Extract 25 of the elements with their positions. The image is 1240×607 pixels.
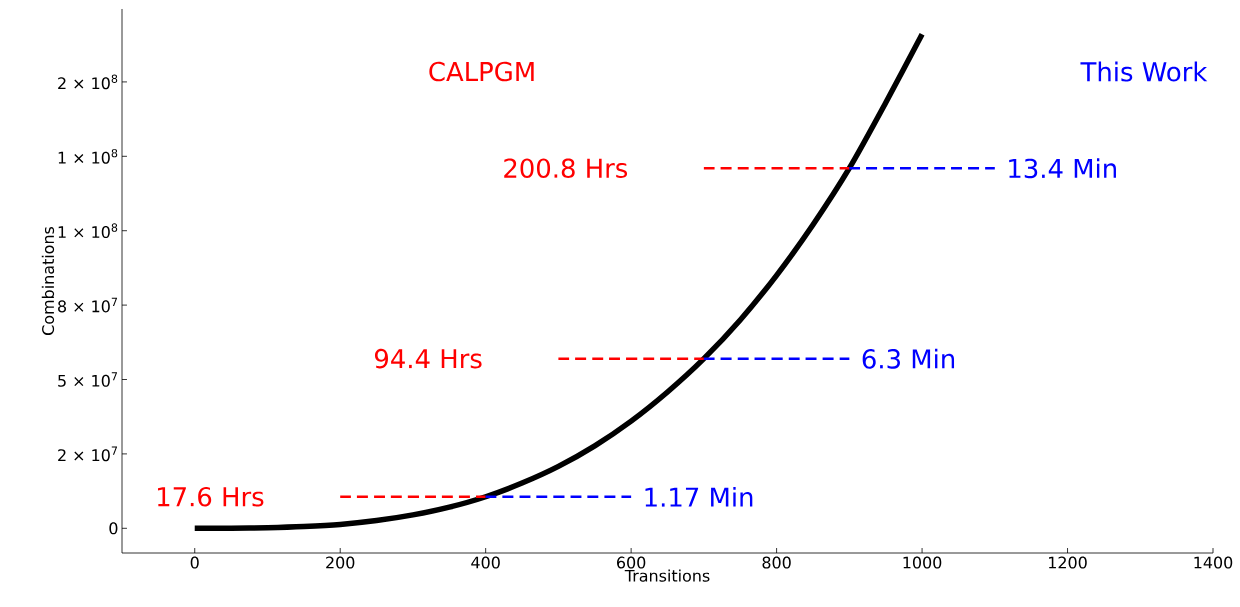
x-tick-label: 400	[471, 556, 500, 569]
annotation: 6.3 Min	[862, 348, 955, 369]
y-tick-label: 1 × 10$^{8}$	[58, 148, 118, 164]
x-axis-title: Transitions	[624, 569, 710, 582]
annotation: This Work	[1080, 61, 1208, 82]
y-axis-title: Combinations	[41, 226, 55, 335]
y-tick-label: 5 × 10$^{7}$	[58, 372, 118, 387]
annotation: 200.8 Hrs	[504, 158, 628, 178]
x-tick-label: 600	[617, 556, 646, 569]
y-tick-label: 2 × 10$^{8}$	[58, 74, 118, 90]
y-tick-label: 1 × 10$^{8}$	[58, 223, 118, 239]
x-tick-label: 800	[762, 556, 791, 569]
annotation: CALPGM	[429, 61, 534, 82]
y-tick-label: 0	[109, 522, 118, 535]
annotation: 1.17 Min	[645, 486, 753, 507]
x-tick-label: 1400	[1194, 556, 1233, 569]
x-tick-label: 1000	[903, 556, 942, 569]
x-tick-label: 0	[190, 556, 199, 569]
annotation: 17.6 Hrs	[157, 486, 264, 507]
y-tick-label: 2 × 10$^{7}$	[58, 446, 118, 462]
annotation: 13.4 Min	[1009, 158, 1116, 179]
x-tick-label: 200	[326, 556, 355, 569]
annotation: 94.4 Hrs	[374, 348, 482, 369]
x-tick-label: 1200	[1049, 556, 1087, 569]
y-tick-label: 8 × 10$^{7}$	[58, 297, 118, 313]
